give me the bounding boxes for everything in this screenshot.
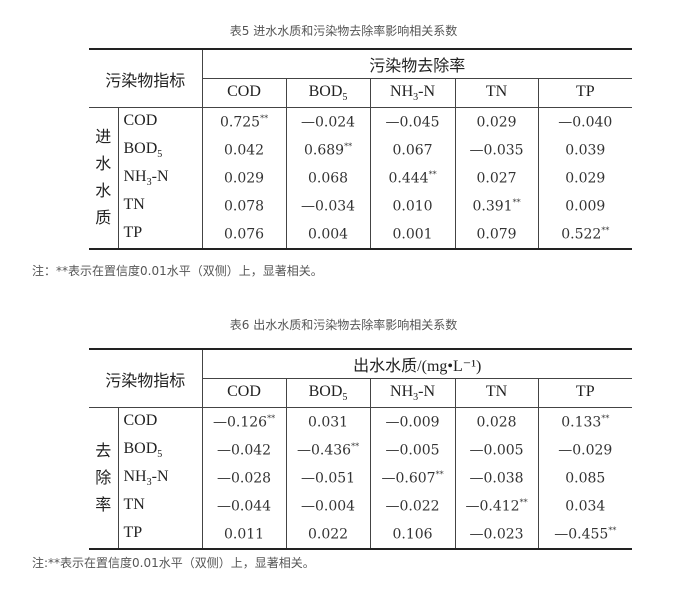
- row-group-label: 进水水质: [89, 107, 119, 249]
- table-cell: —0.455**: [537, 520, 633, 549]
- table-cell: —0.029: [537, 436, 633, 464]
- table-cell: 0.725**: [201, 107, 287, 136]
- table-cell: 0.010: [369, 192, 456, 220]
- column-header: BOD5: [285, 78, 371, 108]
- table-cell: 0.522**: [537, 220, 633, 249]
- table-cell: 0.079: [454, 220, 539, 249]
- table-cell: 0.085: [537, 464, 633, 492]
- row-label: TP: [123, 523, 143, 541]
- table-cell: 0.042: [201, 136, 287, 164]
- table-cell: —0.005: [454, 436, 539, 464]
- table-cell: 0.391**: [454, 192, 539, 220]
- table-row: TP 0.011 0.022 0.106 —0.023 —0.455**: [89, 520, 633, 549]
- table-row: TP 0.076 0.004 0.001 0.079 0.522**: [89, 220, 633, 249]
- table-cell: —0.051: [285, 464, 371, 492]
- column-header: TN: [454, 378, 539, 408]
- table-cell: —0.034: [285, 192, 371, 220]
- table-row: BOD5 0.042 0.689** 0.067 —0.035 0.039: [89, 136, 633, 164]
- table-cell: —0.044: [201, 492, 287, 520]
- table-cell: —0.126**: [201, 407, 287, 436]
- table-cell: 0.009: [537, 192, 633, 220]
- column-header: BOD5: [285, 378, 371, 408]
- row-label: TP: [123, 223, 143, 241]
- row-label: NH3-N: [123, 167, 169, 189]
- row-label: COD: [123, 111, 158, 129]
- table-cell: —0.023: [454, 520, 539, 549]
- column-header: COD: [201, 378, 287, 408]
- row-label: NH3-N: [123, 467, 169, 489]
- table-cell: —0.005: [369, 436, 456, 464]
- group-header: 出水水质/(mg•L⁻¹): [201, 349, 633, 379]
- column-header: NH3-N: [369, 78, 456, 108]
- correlation-table: 污染物指标 出水水质/(mg•L⁻¹) COD BOD5 NH3-N TN TP 去除率 CO…: [89, 348, 633, 550]
- table-cell: —0.045: [369, 107, 456, 136]
- table-cell: —0.412**: [454, 492, 539, 520]
- table-cell: 0.068: [285, 164, 371, 192]
- row-group-label: 去除率: [89, 407, 119, 549]
- column-header: TP: [537, 78, 633, 108]
- table-cell: —0.024: [285, 107, 371, 136]
- row-label: TN: [123, 495, 145, 513]
- table-cell: —0.035: [454, 136, 539, 164]
- table-cell: —0.607**: [369, 464, 456, 492]
- column-header: COD: [201, 78, 287, 108]
- table-row: NH3-N —0.028 —0.051 —0.607** —0.038 0.085: [89, 464, 633, 492]
- row-label: BOD5: [123, 139, 163, 161]
- table-cell: 0.029: [537, 164, 633, 192]
- column-header: NH3-N: [369, 378, 456, 408]
- table-cell: 0.029: [201, 164, 287, 192]
- table-cell: —0.040: [537, 107, 633, 136]
- table-cell: 0.076: [201, 220, 287, 249]
- row-label: COD: [123, 411, 158, 429]
- table-cell: 0.034: [537, 492, 633, 520]
- table-cell: 0.029: [454, 107, 539, 136]
- table-cell: —0.436**: [285, 436, 371, 464]
- table-caption: 表6 出水水质和污染物去除率影响相关系数: [229, 318, 458, 332]
- correlation-table: 污染物指标 污染物去除率 COD BOD5 NH3-N TN TP 进水水质 COD 0.725…: [89, 48, 633, 250]
- row-label: BOD5: [123, 439, 163, 461]
- table-row: 进水水质 COD 0.725** —0.024 —0.045 0.029 —0.040: [89, 107, 633, 249]
- table-note: 注：**表示在置信度0.01水平（双侧）上，显著相关。: [32, 264, 323, 278]
- column-header: TP: [537, 378, 633, 408]
- table-cell: 0.106: [369, 520, 456, 549]
- table-cell: 0.011: [201, 520, 287, 549]
- table-row: TN —0.044 —0.004 —0.022 —0.412** 0.034: [89, 492, 633, 520]
- table-cell: 0.067: [369, 136, 456, 164]
- table-cell: 0.022: [285, 520, 371, 549]
- table-cell: 0.444**: [369, 164, 456, 192]
- table-cell: 0.133**: [537, 407, 633, 436]
- table-cell: —0.009: [369, 407, 456, 436]
- table-cell: 0.004: [285, 220, 371, 249]
- row-label: TN: [123, 195, 145, 213]
- table-cell: —0.004: [285, 492, 371, 520]
- table-cell: —0.042: [201, 436, 287, 464]
- table-cell: —0.038: [454, 464, 539, 492]
- table-cell: 0.028: [454, 407, 539, 436]
- group-header: 污染物去除率: [201, 49, 633, 79]
- table-cell: —0.028: [201, 464, 287, 492]
- table-cell: —0.022: [369, 492, 456, 520]
- table-row: NH3-N 0.029 0.068 0.444** 0.027 0.029: [89, 164, 633, 192]
- table-row: TN 0.078 —0.034 0.010 0.391** 0.009: [89, 192, 633, 220]
- table-cell: 0.027: [454, 164, 539, 192]
- table-note: 注:**表示在置信度0.01水平（双侧）上，显著相关。: [32, 556, 315, 570]
- table-cell: 0.031: [285, 407, 371, 436]
- column-header: TN: [454, 78, 539, 108]
- corner-header: 污染物指标: [89, 349, 203, 408]
- table-cell: 0.078: [201, 192, 287, 220]
- table-cell: 0.039: [537, 136, 633, 164]
- table-caption: 表5 进水水质和污染物去除率影响相关系数: [229, 24, 458, 38]
- corner-header: 污染物指标: [89, 49, 203, 108]
- table-cell: 0.689**: [285, 136, 371, 164]
- table-row: 去除率 COD —0.126** 0.031 —0.009 0.028 0.133**: [89, 407, 633, 549]
- table-row: BOD5 —0.042 —0.436** —0.005 —0.005 —0.029: [89, 436, 633, 464]
- table-cell: 0.001: [369, 220, 456, 249]
